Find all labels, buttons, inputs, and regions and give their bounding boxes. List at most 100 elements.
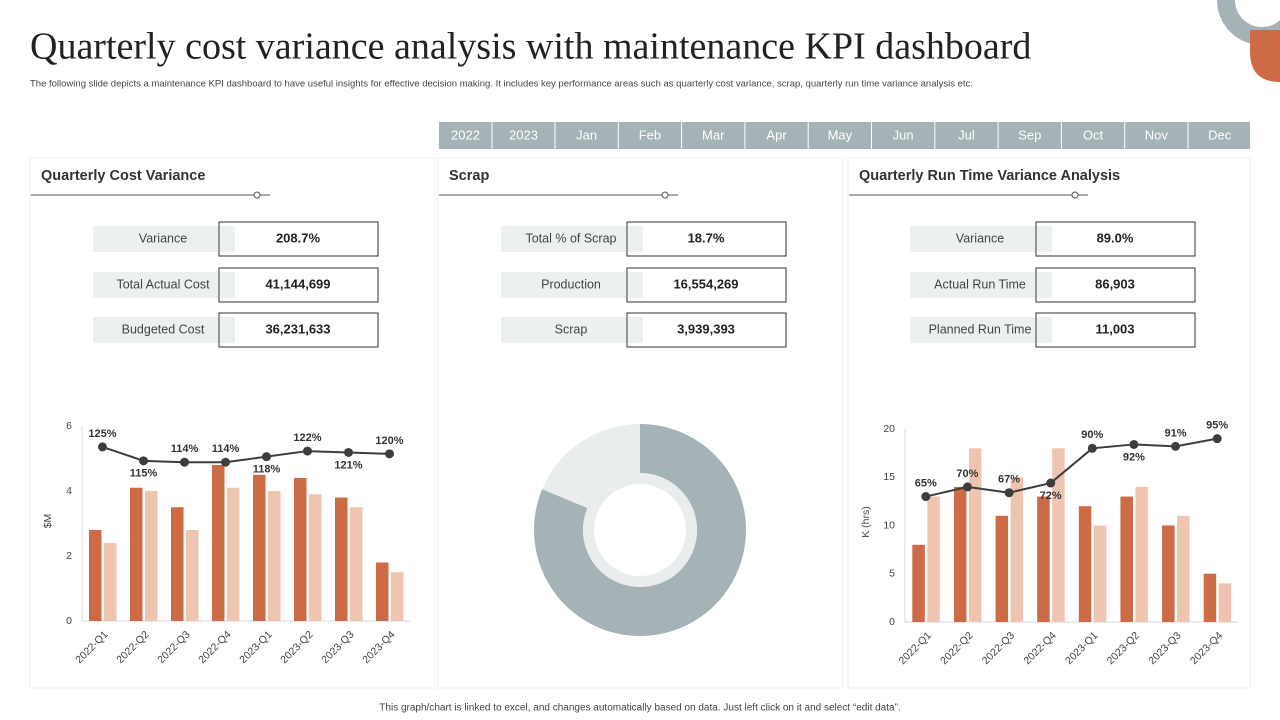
data-label: 95% bbox=[1206, 420, 1228, 432]
x-tick-label: 2023-Q2 bbox=[278, 628, 315, 665]
bar bbox=[1010, 477, 1024, 622]
bar bbox=[1218, 583, 1232, 622]
bar bbox=[1120, 496, 1133, 622]
kpi-value-box bbox=[626, 267, 787, 303]
filter-label[interactable]: Sep bbox=[1018, 127, 1041, 142]
kpi-value: 86,903 bbox=[1095, 276, 1135, 291]
panel-rule-dot bbox=[253, 191, 261, 199]
kpi-value-tab bbox=[1037, 226, 1052, 252]
kpi-value: 11,003 bbox=[1095, 321, 1134, 336]
bar bbox=[253, 474, 266, 621]
kpi-label-box bbox=[93, 317, 235, 343]
bar bbox=[104, 543, 117, 621]
kpi-value: 16,554,269 bbox=[673, 276, 738, 291]
bar bbox=[1052, 448, 1065, 622]
x-tick-label: 2023-Q1 bbox=[1063, 629, 1100, 666]
kpi-value-tab bbox=[628, 272, 643, 298]
kpi-value-tab bbox=[1037, 317, 1052, 343]
kpi-value-box bbox=[626, 312, 787, 348]
kpi-label-box bbox=[93, 272, 235, 298]
bar bbox=[1037, 496, 1050, 622]
kpi-label-box bbox=[501, 226, 643, 252]
bar bbox=[350, 507, 363, 621]
x-tick-label: 2023-Q1 bbox=[237, 628, 274, 665]
kpi-value-box bbox=[218, 267, 379, 303]
panel-title: Quarterly Cost Variance bbox=[41, 168, 205, 184]
filter-label[interactable]: Nov bbox=[1145, 127, 1169, 142]
filter-label[interactable]: Jun bbox=[893, 127, 914, 142]
filter-label[interactable]: Oct bbox=[1083, 127, 1104, 142]
filter-label[interactable]: 2023 bbox=[509, 127, 538, 142]
y-tick-label: 10 bbox=[883, 519, 895, 531]
filter-label[interactable]: Jul bbox=[958, 127, 975, 142]
kpi-label: Variance bbox=[956, 231, 1004, 245]
bar bbox=[212, 465, 225, 621]
panel bbox=[847, 157, 1251, 689]
filter-label[interactable]: Dec bbox=[1208, 127, 1232, 142]
x-tick-label: 2022-Q4 bbox=[1021, 629, 1058, 666]
bar bbox=[268, 491, 281, 621]
bar bbox=[89, 530, 102, 621]
y-tick-label: 0 bbox=[889, 616, 895, 628]
kpi-value: 3,939,393 bbox=[677, 321, 735, 336]
kpi-label-box bbox=[501, 272, 643, 298]
kpi-label: Scrap bbox=[555, 322, 588, 336]
kpi-value-box bbox=[1035, 221, 1196, 257]
filter-label[interactable]: Jan bbox=[576, 127, 597, 142]
kpi-value-box bbox=[218, 221, 379, 257]
line-point bbox=[962, 482, 972, 492]
panel bbox=[29, 157, 436, 689]
line-point bbox=[98, 442, 107, 452]
kpi-value-tab bbox=[220, 317, 235, 343]
bar bbox=[953, 486, 967, 622]
y-tick-label: 15 bbox=[883, 471, 895, 483]
kpi-value-box bbox=[1035, 312, 1196, 348]
data-label: 114% bbox=[171, 443, 199, 455]
y-tick-label: 20 bbox=[883, 423, 895, 435]
data-label: 122% bbox=[293, 432, 321, 444]
data-label: 114% bbox=[212, 443, 240, 455]
kpi-label: Actual Run Time bbox=[934, 277, 1026, 291]
bar bbox=[1203, 573, 1217, 622]
kpi-label: Production bbox=[541, 277, 601, 291]
kpi-label: Budgeted Cost bbox=[122, 322, 205, 336]
filter-label[interactable]: Mar bbox=[702, 127, 725, 142]
y-tick-label: 6 bbox=[66, 420, 72, 432]
filter-label[interactable]: Apr bbox=[766, 127, 787, 142]
x-tick-label: 2022-Q4 bbox=[196, 628, 233, 665]
x-tick-label: 2022-Q3 bbox=[155, 628, 192, 665]
y-tick-label: 4 bbox=[66, 485, 72, 497]
panel-rule-dot bbox=[1071, 191, 1079, 199]
bar bbox=[995, 515, 1009, 622]
data-label: 67% bbox=[998, 474, 1020, 486]
kpi-value-tab bbox=[220, 272, 235, 298]
bar bbox=[1135, 486, 1148, 622]
page-title: Quarterly cost variance analysis with ma… bbox=[30, 26, 1031, 68]
data-label: 72% bbox=[1040, 490, 1062, 502]
kpi-value: 41,144,699 bbox=[265, 276, 330, 291]
filter-label[interactable]: 2022 bbox=[451, 127, 480, 142]
filter-label[interactable]: Feb bbox=[639, 127, 661, 142]
data-label: 115% bbox=[130, 468, 158, 480]
bar bbox=[1093, 525, 1107, 622]
filter-label[interactable]: May bbox=[828, 127, 853, 142]
data-label: 118% bbox=[253, 464, 281, 476]
data-label: 65% bbox=[915, 477, 937, 489]
kpi-label-box bbox=[910, 226, 1052, 252]
donut-segment bbox=[534, 424, 747, 636]
line bbox=[102, 445, 390, 464]
data-label: 92% bbox=[1123, 451, 1145, 463]
data-label: 121% bbox=[334, 459, 362, 471]
x-tick-label: 2022-Q3 bbox=[980, 629, 1017, 666]
bar bbox=[376, 562, 389, 621]
kpi-label-box bbox=[910, 272, 1052, 298]
x-tick-label: 2023-Q3 bbox=[1146, 629, 1183, 666]
line-point bbox=[262, 452, 271, 462]
bar bbox=[1177, 515, 1190, 622]
kpi-value-box bbox=[1035, 267, 1196, 303]
line-point bbox=[180, 457, 189, 467]
y-tick-label: 0 bbox=[66, 615, 72, 627]
bar bbox=[1162, 525, 1175, 622]
line-point bbox=[385, 449, 394, 459]
